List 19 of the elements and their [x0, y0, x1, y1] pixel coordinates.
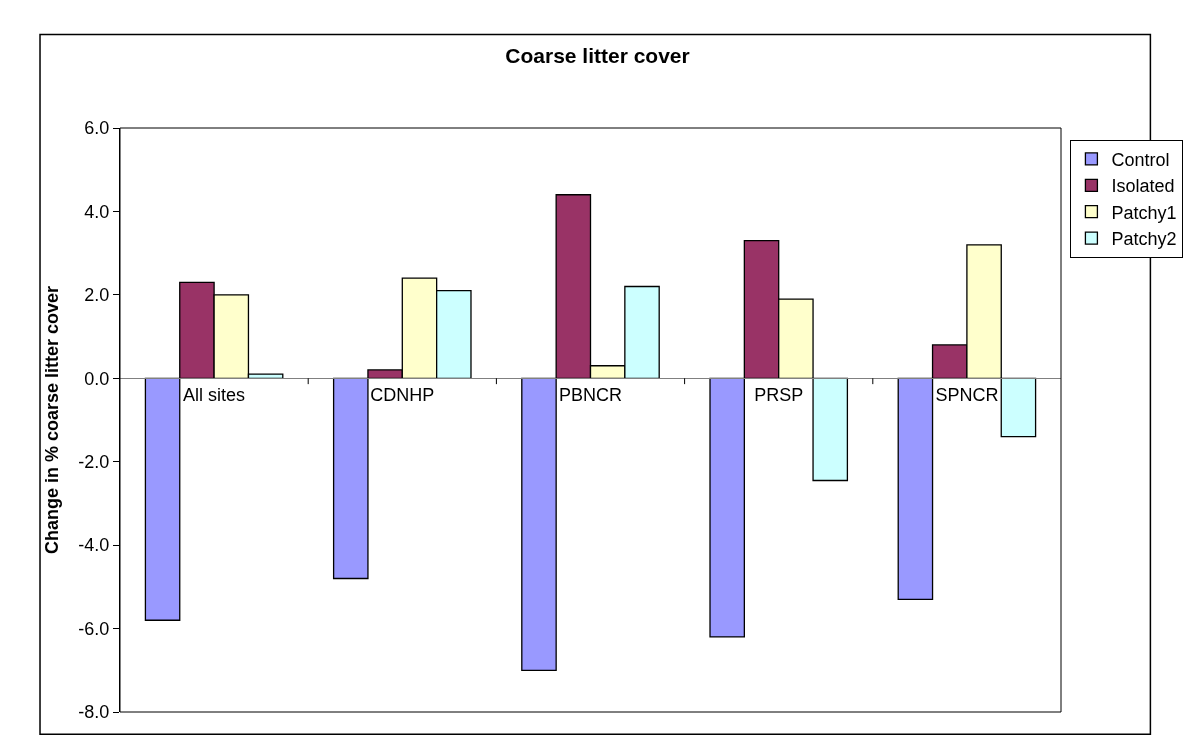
legend-label: Isolated [1111, 176, 1175, 197]
y-tick-label: -4.0 [78, 535, 110, 556]
x-tick-label: SPNCR [935, 384, 999, 405]
y-tick-label: 2.0 [84, 285, 110, 306]
x-tick-label: PRSP [754, 384, 804, 405]
x-tick-label: CDNHP [370, 384, 435, 405]
y-tick-label: 6.0 [84, 118, 110, 139]
x-tick-label: PBNCR [558, 384, 623, 405]
x-tick-label: All sites [183, 384, 246, 405]
y-tick-label: 0.0 [84, 368, 110, 389]
y-tick-label: -2.0 [78, 452, 110, 473]
y-tick-label: -8.0 [78, 702, 110, 723]
legend-label: Control [1111, 149, 1170, 170]
legend-label: Patchy1 [1111, 202, 1177, 223]
y-tick-label: 4.0 [84, 201, 110, 222]
chart-title: Coarse litter cover [505, 44, 690, 68]
y-tick-label: -6.0 [78, 618, 110, 639]
legend-label: Patchy2 [1111, 229, 1177, 250]
y-axis-title: Change in % coarse litter cover [41, 285, 62, 555]
